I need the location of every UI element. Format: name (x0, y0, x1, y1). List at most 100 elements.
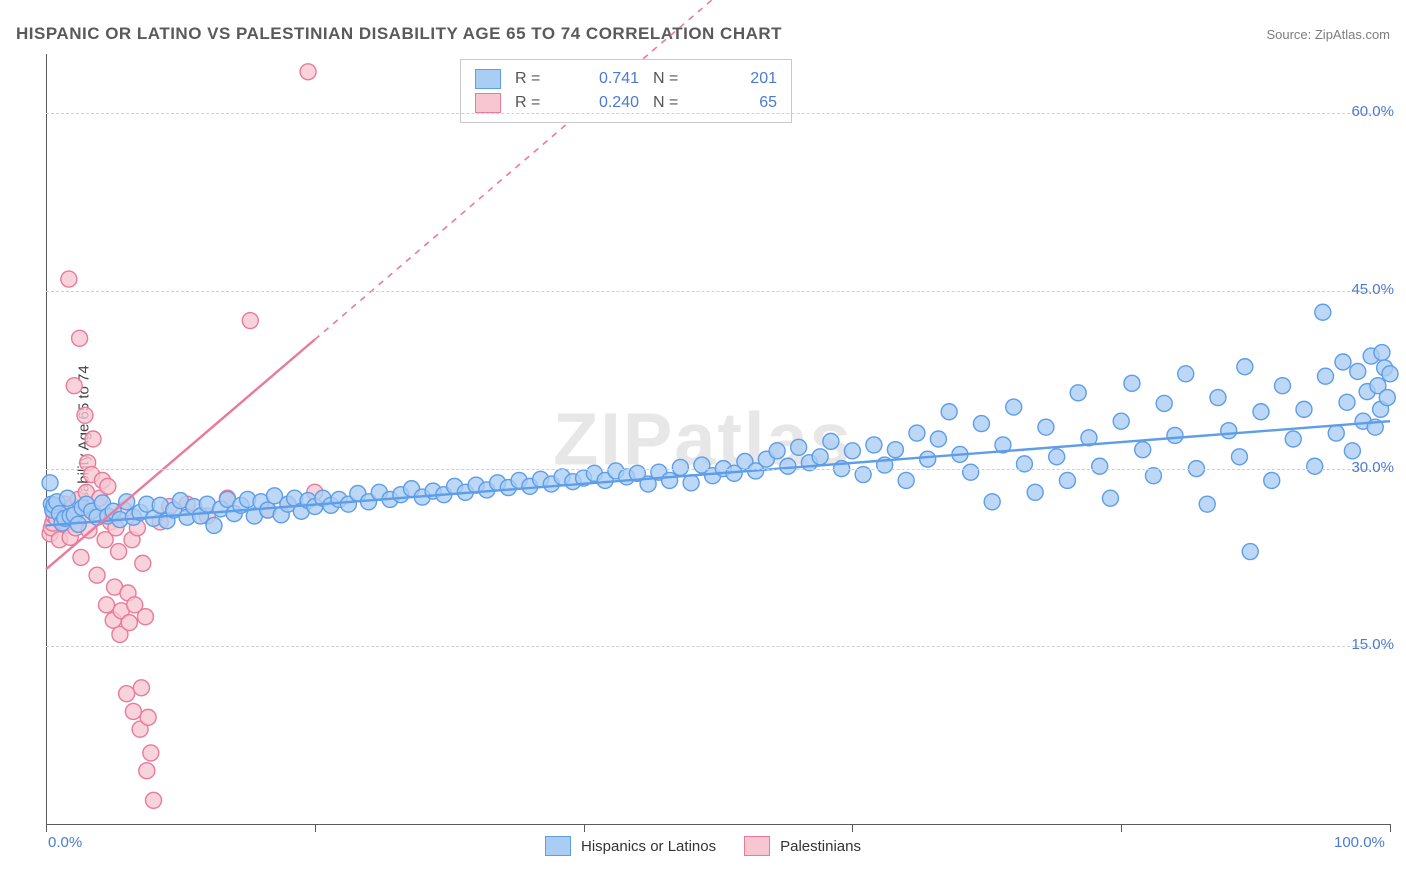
hispanic-point (812, 449, 828, 465)
hispanic-point (1317, 368, 1333, 384)
legend-label: Palestinians (780, 838, 861, 855)
x-tick (1390, 824, 1391, 832)
hispanic-point (1027, 484, 1043, 500)
hispanic-point (920, 451, 936, 467)
hispanic-point (1049, 449, 1065, 465)
hispanic-point (941, 404, 957, 420)
palestinian-point (143, 745, 159, 761)
palestinian-trendline-extrapolated (315, 0, 718, 339)
legend-stats-row: R = 0.240 N = 65 (475, 91, 777, 115)
hispanic-point (1124, 375, 1140, 391)
hispanic-point (662, 472, 678, 488)
hispanic-point (1210, 390, 1226, 406)
palestinian-point (133, 680, 149, 696)
legend-swatch-hispanic (475, 69, 501, 89)
legend-label: Hispanics or Latinos (581, 838, 716, 855)
hispanic-point (823, 433, 839, 449)
palestinian-point (111, 544, 127, 560)
hispanic-point (780, 458, 796, 474)
chart-stage: HISPANIC OR LATINO VS PALESTINIAN DISABI… (0, 0, 1406, 892)
palestinian-point (242, 313, 258, 329)
palestinian-point (137, 609, 153, 625)
palestinian-point (135, 555, 151, 571)
legend-r-value: 0.741 (579, 70, 639, 88)
legend-n-value: 201 (717, 70, 777, 88)
hispanic-point (1135, 442, 1151, 458)
hispanic-point (844, 443, 860, 459)
hispanic-point (1167, 427, 1183, 443)
hispanic-point (1374, 345, 1390, 361)
palestinian-point (98, 597, 114, 613)
hispanic-point (1382, 366, 1398, 382)
palestinian-point (100, 478, 116, 494)
palestinian-point (73, 549, 89, 565)
x-tick-label: 100.0% (1334, 834, 1385, 851)
hispanic-point (1296, 401, 1312, 417)
palestinian-point (72, 330, 88, 346)
hispanic-point (1264, 472, 1280, 488)
hispanic-point (1113, 413, 1129, 429)
legend-item-palestinian: Palestinians (744, 836, 861, 856)
y-tick-label: 60.0% (1351, 103, 1394, 120)
x-tick (46, 824, 47, 832)
hispanic-point (1307, 458, 1323, 474)
hispanic-point (769, 443, 785, 459)
palestinian-point (89, 567, 105, 583)
hispanic-point (791, 439, 807, 455)
hispanic-point (1221, 423, 1237, 439)
palestinian-point (77, 407, 93, 423)
palestinian-point (119, 686, 135, 702)
hispanic-point (1335, 354, 1351, 370)
hispanic-point (1145, 468, 1161, 484)
legend-swatch-palestinian (475, 93, 501, 113)
legend-r-value: 0.240 (579, 94, 639, 112)
hispanic-point (1178, 366, 1194, 382)
hispanic-point (1339, 394, 1355, 410)
hispanic-point (1070, 385, 1086, 401)
legend-swatch-hispanic (545, 836, 571, 856)
x-tick (1121, 824, 1122, 832)
gridline (46, 469, 1390, 470)
legend-r-label: R = (515, 70, 565, 88)
hispanic-point (672, 459, 688, 475)
hispanic-point (42, 475, 58, 491)
legend-n-label: N = (653, 94, 703, 112)
hispanic-point (1231, 449, 1247, 465)
hispanic-point (930, 431, 946, 447)
hispanic-point (887, 442, 903, 458)
hispanic-trendline (46, 421, 1390, 525)
hispanic-point (1315, 304, 1331, 320)
hispanic-point (1006, 399, 1022, 415)
hispanic-point (1253, 404, 1269, 420)
gridline (46, 646, 1390, 647)
hispanic-point (898, 472, 914, 488)
hispanic-point (1038, 419, 1054, 435)
gridline (46, 113, 1390, 114)
hispanic-point (1274, 378, 1290, 394)
source-credit: Source: ZipAtlas.com (1266, 27, 1390, 42)
scatter-plot (46, 54, 1390, 824)
x-tick-label: 0.0% (48, 834, 82, 851)
hispanic-point (1328, 425, 1344, 441)
legend-stats-row: R = 0.741 N = 201 (475, 67, 777, 91)
y-tick-label: 15.0% (1351, 636, 1394, 653)
hispanic-point (1285, 431, 1301, 447)
hispanic-point (1242, 544, 1258, 560)
legend-item-hispanic: Hispanics or Latinos (545, 836, 716, 856)
x-tick (315, 824, 316, 832)
gridline (46, 291, 1390, 292)
legend-swatch-palestinian (744, 836, 770, 856)
palestinian-point (300, 64, 316, 80)
hispanic-point (1344, 443, 1360, 459)
hispanic-point (683, 475, 699, 491)
hispanic-point (60, 490, 76, 506)
legend-r-label: R = (515, 94, 565, 112)
hispanic-point (984, 494, 1000, 510)
palestinian-point (146, 792, 162, 808)
hispanic-point (1156, 395, 1172, 411)
palestinian-point (121, 615, 137, 631)
hispanic-point (1199, 496, 1215, 512)
hispanic-point (1237, 359, 1253, 375)
y-tick-label: 45.0% (1351, 281, 1394, 298)
hispanic-point (866, 437, 882, 453)
